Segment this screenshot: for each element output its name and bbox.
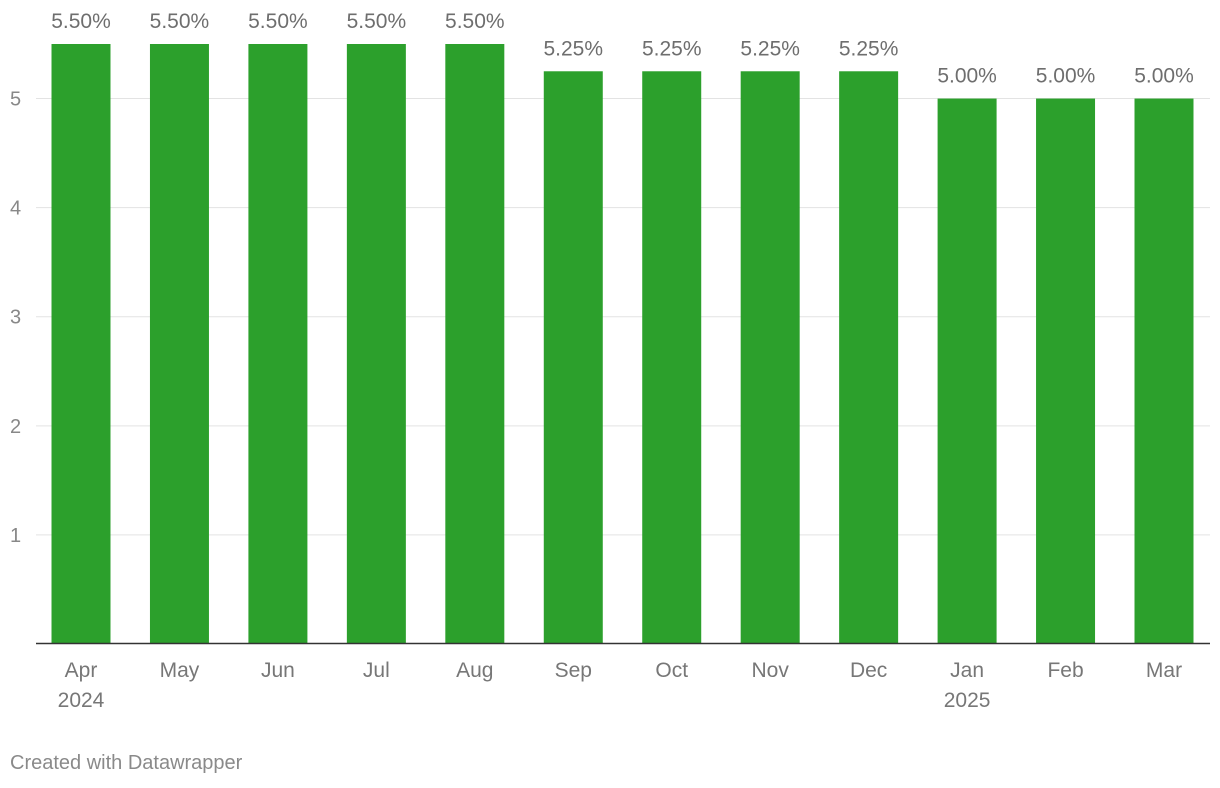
data-label-feb: 5.00% — [1036, 65, 1096, 88]
data-label-nov: 5.25% — [740, 37, 800, 60]
bar-chart: 1 2 3 4 5 5.50% 5.50% 5.50% 5.50% 5.50% 5.25% 5.25… — [10, 10, 1210, 712]
datawrapper-credit: Created with Datawrapper — [10, 752, 243, 774]
bar-jan — [937, 98, 997, 644]
y-tick-label-2: 2 — [10, 416, 21, 438]
x-tick-label-jun: Jun — [261, 659, 295, 682]
data-label-apr: 5.50% — [51, 10, 111, 33]
y-tick-label-1: 1 — [10, 525, 21, 547]
x-tick-label-mar: Mar — [1146, 659, 1182, 682]
bar-aug — [445, 44, 505, 644]
x-tick-label-nov: Nov — [752, 659, 790, 682]
x-axis-ticks: Apr 2024 May Jun Jul Aug Sep Oct Nov Dec Jan 2025 Fe… — [58, 659, 1182, 712]
x-tick-year-2024: 2024 — [58, 689, 105, 712]
bar-apr — [51, 44, 111, 644]
x-tick-label-oct: Oct — [655, 659, 688, 682]
data-label-sep: 5.25% — [543, 37, 603, 60]
bar-dec — [839, 71, 899, 645]
bar-feb — [1036, 98, 1096, 644]
x-tick-label-sep: Sep — [555, 659, 592, 682]
y-tick-label-4: 4 — [10, 198, 21, 220]
x-tick-label-dec: Dec — [850, 659, 887, 682]
data-label-oct: 5.25% — [642, 37, 702, 60]
y-tick-label-5: 5 — [10, 89, 21, 111]
data-label-jan: 5.00% — [937, 65, 997, 88]
data-label-jul: 5.50% — [347, 10, 407, 33]
x-tick-label-feb: Feb — [1047, 659, 1083, 682]
bar-nov — [740, 71, 800, 645]
x-tick-label-aug: Aug — [456, 659, 493, 682]
bar-may — [149, 44, 209, 644]
x-tick-label-may: May — [160, 659, 200, 682]
y-tick-label-3: 3 — [10, 307, 21, 329]
bar-mar — [1134, 98, 1194, 644]
data-label-may: 5.50% — [150, 10, 210, 33]
x-tick-label-apr: Apr — [65, 659, 98, 682]
bar-jun — [248, 44, 308, 644]
gridlines: 1 2 3 4 5 — [10, 89, 1210, 547]
data-label-mar: 5.00% — [1134, 65, 1194, 88]
x-tick-label-jan: Jan — [950, 659, 984, 682]
bar-oct — [642, 71, 702, 645]
data-label-aug: 5.50% — [445, 10, 505, 33]
data-label-jun: 5.50% — [248, 10, 308, 33]
bar-sep — [543, 71, 603, 645]
x-tick-year-2025: 2025 — [944, 689, 991, 712]
data-label-dec: 5.25% — [839, 37, 899, 60]
x-tick-label-jul: Jul — [363, 659, 390, 682]
bar-jul — [346, 44, 406, 644]
data-labels: 5.50% 5.50% 5.50% 5.50% 5.50% 5.25% 5.25% 5.25%… — [51, 10, 1194, 88]
bars — [51, 44, 1194, 645]
